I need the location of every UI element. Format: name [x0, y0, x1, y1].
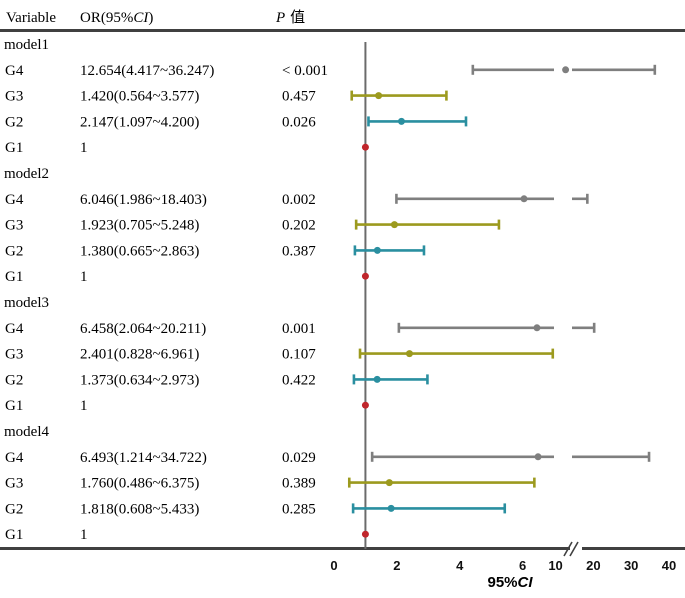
model-label-2: model2	[4, 166, 49, 182]
model4-g3-group-label: G3	[5, 476, 23, 492]
model1-g3-point	[375, 92, 383, 100]
model4-g4-point	[534, 453, 542, 461]
model2-g4-or-text: 6.046(1.986~18.403)	[80, 192, 207, 208]
model2-g2-group-label: G2	[5, 243, 23, 259]
model3-g2-p-value: 0.422	[282, 372, 316, 388]
x-tick-right-3: 40	[662, 558, 676, 573]
forest-rows: model1 G4 12.654(4.417~36.247) < 0.001 G3 1.4…	[4, 37, 657, 543]
axis-line-left	[0, 547, 570, 550]
axis-break-mark	[563, 541, 579, 557]
model2-g4-group-label: G4	[5, 192, 24, 208]
x-axis-ticks: 0 2 4 6 10 20 30 40	[330, 558, 676, 573]
model1-g1-point	[361, 143, 369, 151]
model4-g1-or-text: 1	[80, 527, 88, 543]
model4-g2-group-label: G2	[5, 501, 23, 517]
x-tick-left-2: 4	[456, 558, 464, 573]
model3-g3-p-value: 0.107	[282, 347, 316, 363]
x-axis-label: 95%CI	[487, 574, 533, 591]
model3-g3-point	[405, 350, 413, 358]
model2-g4-point	[520, 195, 528, 203]
model1-g3-or-text: 1.420(0.564~3.577)	[80, 89, 199, 105]
model2-g3-point	[390, 221, 398, 229]
model4-g4-or-text: 6.493(1.214~34.722)	[80, 450, 207, 466]
model4-g2-p-value: 0.285	[282, 501, 316, 517]
model1-g2-group-label: G2	[5, 114, 23, 130]
x-tick-right-0: 10	[548, 558, 562, 573]
model3-g1-point	[361, 401, 369, 409]
model1-g3-p-value: 0.457	[282, 89, 316, 105]
model2-g3-or-text: 1.923(0.705~5.248)	[80, 218, 199, 234]
model3-g2-point	[373, 375, 381, 383]
model2-g1-group-label: G1	[5, 269, 23, 285]
model2-g2-point	[373, 246, 381, 254]
model2-g4-p-value: 0.002	[282, 192, 316, 208]
model-label-3: model3	[4, 295, 49, 311]
header-p-letter: P	[275, 10, 285, 26]
header-or-prefix: OR(95%	[80, 10, 133, 26]
model1-g1-group-label: G1	[5, 140, 23, 156]
model3-g4-group-label: G4	[5, 321, 24, 337]
x-tick-left-1: 2	[393, 558, 400, 573]
header-p-word: 值	[290, 9, 305, 26]
model4-g3-point	[385, 479, 393, 487]
model3-g1-or-text: 1	[80, 398, 88, 414]
x-tick-right-1: 20	[586, 558, 600, 573]
model4-g2-point	[387, 504, 395, 512]
model2-g3-group-label: G3	[5, 218, 23, 234]
model-label-4: model4	[4, 424, 49, 440]
model3-g3-group-label: G3	[5, 347, 23, 363]
header-or: OR(95%CI)	[80, 10, 153, 26]
model4-g3-p-value: 0.389	[282, 476, 316, 492]
model3-g4-or-text: 6.458(2.064~20.211)	[80, 321, 206, 337]
model3-g3-or-text: 2.401(0.828~6.961)	[80, 347, 199, 363]
model1-g4-or-text: 12.654(4.417~36.247)	[80, 63, 214, 79]
x-axis-label-ci: CI	[518, 574, 534, 591]
model3-g2-or-text: 1.373(0.634~2.973)	[80, 372, 199, 388]
header-rule	[0, 29, 685, 32]
model1-g2-p-value: 0.026	[282, 114, 316, 130]
header-variable: Variable	[6, 10, 56, 26]
model1-g2-point	[397, 117, 405, 125]
model2-g3-p-value: 0.202	[282, 218, 316, 234]
x-tick-left-0: 0	[330, 558, 337, 573]
model4-g3-or-text: 1.760(0.486~6.375)	[80, 476, 199, 492]
x-tick-right-2: 30	[624, 558, 638, 573]
model2-g1-point	[361, 272, 369, 280]
model3-g4-point	[533, 324, 541, 332]
model4-g2-or-text: 1.818(0.608~5.433)	[80, 501, 199, 517]
model3-g2-group-label: G2	[5, 372, 23, 388]
model1-g1-or-text: 1	[80, 140, 88, 156]
model1-g4-group-label: G4	[5, 63, 24, 79]
x-tick-left-3: 6	[519, 558, 526, 573]
model3-g1-group-label: G1	[5, 398, 23, 414]
model-label-1: model1	[4, 37, 49, 53]
model2-g2-p-value: 0.387	[282, 243, 316, 259]
model1-g2-or-text: 2.147(1.097~4.200)	[80, 114, 199, 130]
model4-g4-group-label: G4	[5, 450, 24, 466]
model4-g1-point	[361, 530, 369, 538]
x-axis-label-prefix: 95%	[487, 574, 517, 591]
model1-g3-group-label: G3	[5, 89, 23, 105]
model1-g4-p-value: < 0.001	[282, 63, 328, 79]
model4-g4-p-value: 0.029	[282, 450, 316, 466]
axis-line-right	[582, 547, 685, 550]
model2-g1-or-text: 1	[80, 269, 88, 285]
header-or-ci: CI	[133, 10, 149, 26]
model1-g4-point	[562, 66, 570, 74]
header-or-suffix: )	[148, 10, 153, 26]
model4-g1-group-label: G1	[5, 527, 23, 543]
model2-g2-or-text: 1.380(0.665~2.863)	[80, 243, 199, 259]
model3-g4-p-value: 0.001	[282, 321, 316, 337]
